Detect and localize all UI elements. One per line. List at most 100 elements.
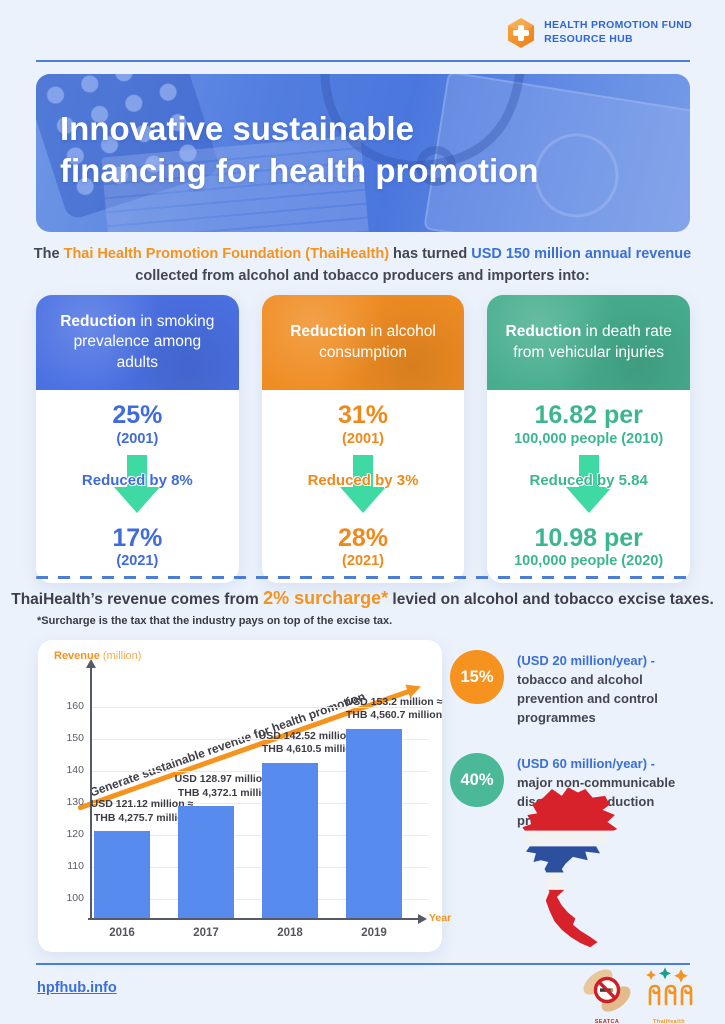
card-vehicular-header: Reduction in death rate from vehicular i…	[487, 295, 691, 390]
intro-paragraph: The Thai Health Promotion Foundation (Th…	[0, 243, 725, 288]
revenue-chart-card: Revenue (million) Generate sustainable r…	[38, 640, 451, 952]
intro-line2: collected from alcohol and tobacco produ…	[135, 268, 590, 285]
card-title-strong: Reduction	[290, 323, 366, 341]
stat-to-value: 17%	[112, 523, 163, 552]
bar-2019	[346, 728, 402, 918]
card-title-rest: in death rate from vehicular injuries	[513, 323, 672, 361]
allocation-15: 15% (USD 20 million/year) - tobacco and a…	[450, 650, 698, 727]
xtick-2019: 2019	[361, 927, 387, 939]
stat-change-label: Reduced by 3%	[307, 471, 419, 489]
card-smoking-header: Reduction in smoking prevalence among ad…	[36, 295, 239, 390]
xtick-2016: 2016	[109, 927, 135, 939]
gridline-150	[92, 738, 428, 740]
surcharge-pre: ThaiHealth’s revenue comes from	[11, 591, 264, 608]
x-axis-arrow-icon	[418, 914, 427, 924]
ytick-160: 160	[66, 699, 84, 712]
card-alcohol: Reduction in alcohol consumption 31% (20…	[261, 295, 465, 583]
bar-2018	[262, 762, 318, 918]
top-divider	[36, 60, 690, 62]
seatca-logo: SEATCA	[583, 966, 631, 1024]
brand-line1: HEALTH PROMOTION FUND	[544, 19, 692, 32]
card-title-rest: in alcohol consumption	[319, 323, 436, 361]
surcharge-post: levied on alcohol and tobacco excise tax…	[388, 591, 714, 608]
ytick-140: 140	[66, 763, 84, 776]
gridline-100	[92, 898, 428, 900]
xtick-2018: 2018	[277, 927, 303, 939]
stat-change-label: Reduced by 5.84	[529, 471, 648, 489]
stat-from-detail: 100,000 people (2010)	[514, 430, 664, 447]
ytick-130: 130	[66, 795, 84, 808]
card-smoking-body: 25% (2001) Reduced by 8% 17% (2021)	[36, 390, 239, 583]
revenue-bar-chart: Revenue (million) Generate sustainable r…	[38, 640, 451, 952]
gridline-120	[92, 834, 428, 836]
bar-label-2017: USD 128.97 million ≈ THB 4,372.1 million	[174, 773, 278, 799]
ytick-150: 150	[66, 731, 84, 744]
stat-to-value: 10.98 per	[534, 523, 643, 552]
seatca-label: SEATCA	[594, 1019, 620, 1024]
intro-pre: The	[33, 246, 64, 262]
stat-change-label: Reduced by 8%	[81, 471, 193, 489]
seatca-no-smoking-icon	[583, 969, 631, 1012]
page-title: Innovative sustainable financing for hea…	[60, 108, 538, 192]
brand-header: HEALTH PROMOTION FUND RESOURCE HUB	[506, 17, 692, 49]
stat-from-value: 31%	[337, 401, 389, 429]
card-alcohol-body: 31% (2001) Reduced by 3% 28% (2021)	[261, 390, 465, 583]
down-arrow-icon	[114, 454, 161, 517]
gridline-140	[92, 770, 428, 772]
y-axis-label: Revenue (million)	[54, 650, 142, 662]
footer-divider	[36, 963, 690, 965]
down-arrow-icon	[565, 454, 612, 517]
intro-mid: has turned	[389, 246, 472, 262]
card-vehicular: Reduction in death rate from vehicular i…	[487, 295, 691, 583]
allocation-15-desc: tobacco and alcohol prevention and contr…	[517, 671, 658, 725]
surcharge-footnote: *Surcharge is the tax that the industry …	[37, 615, 393, 627]
allocation-40-amount: (USD 60 million/year) -	[517, 756, 655, 772]
stat-to-detail: 100,000 people (2020)	[514, 553, 664, 569]
xtick-2017: 2017	[193, 927, 219, 939]
gridline-110	[92, 866, 428, 868]
brand-line2: RESOURCE HUB	[544, 33, 633, 45]
bar-2016	[94, 831, 150, 918]
thaihealth-label: ThaiHealth	[652, 1019, 686, 1024]
card-title-strong: Reduction	[505, 323, 582, 341]
hpfhub-link[interactable]: hpfhub.info	[37, 980, 117, 996]
allocation-40-badge: 40%	[450, 753, 504, 808]
thaihealth-logo: ThaiHealth	[643, 966, 695, 1024]
hero-banner: Innovative sustainable financing for hea…	[36, 74, 690, 232]
stat-to-value: 28%	[337, 523, 389, 552]
card-title-strong: Reduction	[60, 313, 137, 331]
allocation-15-badge: 15%	[450, 650, 504, 704]
thaihealth-sss-icon	[646, 967, 693, 1006]
intro-org-highlight: Thai Health Promotion Foundation (ThaiHe…	[63, 246, 390, 262]
bar-label-2018: USD 142.52 million ≈ THB 4,610.5 million	[258, 729, 362, 756]
y-axis	[90, 668, 92, 920]
card-smoking: Reduction in smoking prevalence among ad…	[36, 295, 239, 583]
bar-label-2016: USD 121.12 million ≈ THB 4,275.7 million	[90, 798, 194, 824]
page-title-line2: financing for health promotion	[60, 152, 539, 190]
thailand-flag-map	[494, 782, 642, 961]
footer-logos: SEATCA ThaiHealth	[583, 966, 695, 1024]
hexagon-plus-logo-icon	[508, 18, 535, 48]
stat-from-value: 25%	[112, 401, 163, 429]
stat-from-value: 16.82 per	[534, 401, 643, 429]
stat-from-detail: (2001)	[342, 430, 384, 447]
intro-revenue-highlight: USD 150 million annual revenue	[471, 246, 692, 262]
dashed-divider	[36, 576, 690, 579]
allocation-column: 15% (USD 20 million/year) - tobacco and a…	[450, 650, 698, 948]
stat-to-detail: (2021)	[116, 553, 159, 569]
gridline-160	[92, 706, 428, 708]
gridline-130	[92, 802, 428, 804]
down-arrow-icon	[340, 454, 386, 517]
page-title-line1: Innovative sustainable	[60, 110, 414, 147]
ytick-120: 120	[66, 827, 84, 840]
card-title-rest: in smoking prevalence among adults	[73, 313, 215, 371]
surcharge-sentence: ThaiHealth’s revenue comes from 2% surch…	[0, 588, 725, 609]
y-axis-arrow-icon	[86, 659, 96, 668]
stethoscope-decor-icon	[320, 74, 525, 186]
stat-from-detail: (2001)	[116, 430, 159, 447]
x-axis-label: Year	[429, 912, 452, 924]
banner-blue-overlay	[36, 74, 690, 232]
card-vehicular-body: 16.82 per 100,000 people (2010) Reduced …	[487, 390, 691, 583]
x-axis	[88, 918, 418, 920]
